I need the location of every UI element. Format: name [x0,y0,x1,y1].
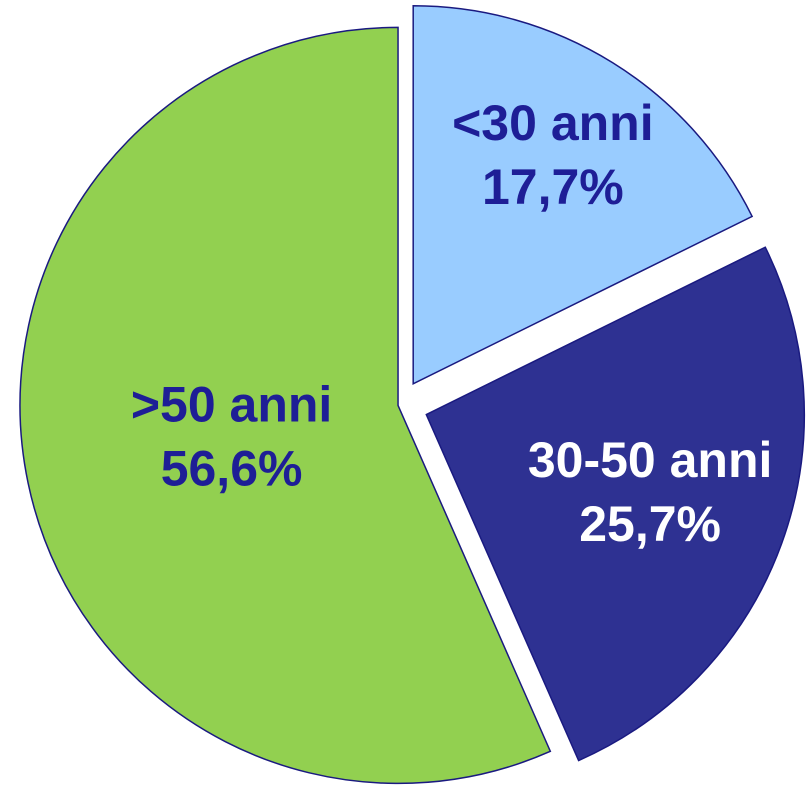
pie-slice [425,246,806,762]
slice-category-label: >50 anni [131,377,333,433]
pie-slice [412,5,754,385]
slice-value-label: 25,7% [579,496,721,552]
pie-slice [19,26,552,785]
slice-value-label: 17,7% [482,159,624,215]
slice-value-label: 56,6% [161,441,303,497]
slice-category-label: <30 anni [452,95,654,151]
slice-category-label: 30-50 anni [528,432,773,488]
